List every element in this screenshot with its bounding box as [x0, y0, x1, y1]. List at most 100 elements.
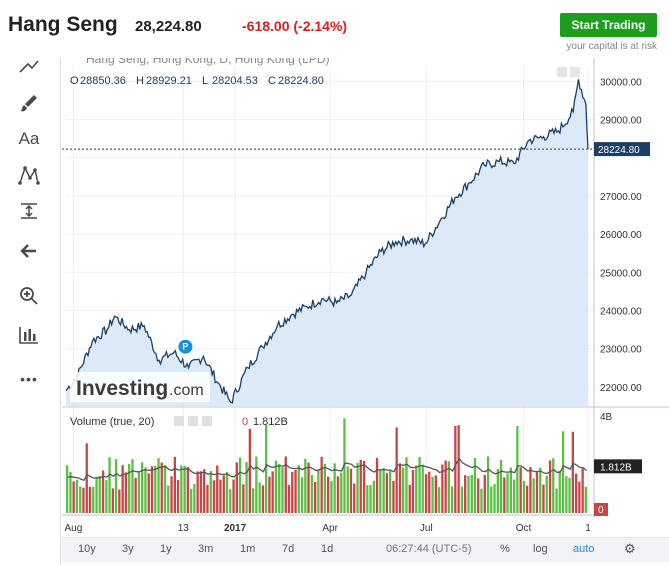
time-tick-label: Apr: [322, 523, 338, 534]
volume-bar: [183, 465, 186, 513]
volume-bar: [483, 474, 486, 513]
volume-bar: [516, 426, 519, 513]
volume-bar: [513, 479, 516, 513]
range-3y[interactable]: 3y: [122, 543, 134, 555]
volume-bar: [460, 486, 464, 513]
volume-bar: [565, 476, 568, 513]
volume-zero-marker: 0: [594, 503, 608, 516]
close-icon[interactable]: [202, 416, 212, 426]
volume-bar: [346, 466, 349, 513]
ohlc-value: 28929.21: [146, 75, 192, 87]
volume-bar: [539, 467, 542, 513]
volume-bar: [434, 475, 437, 513]
volume-bar: [389, 471, 392, 513]
text-icon[interactable]: Aa: [18, 129, 40, 148]
volume-bar: [238, 457, 242, 513]
range-3m[interactable]: 3m: [198, 543, 214, 555]
price-tick-label: 25000.00: [600, 268, 642, 279]
series-controls[interactable]: [557, 67, 580, 77]
volume-bar: [421, 464, 424, 513]
volume-bar: [480, 488, 483, 513]
back-arrow-icon[interactable]: [14, 236, 44, 266]
volume-bar: [75, 479, 79, 513]
volume-bar: [310, 475, 313, 513]
volume-legend: Volume (true, 20) 0 1.812B: [70, 416, 288, 428]
range-10y[interactable]: 10y: [78, 543, 96, 555]
volume-bar: [402, 467, 405, 513]
event-marker[interactable]: P: [178, 339, 193, 354]
watermark-brand: Investing: [76, 377, 168, 400]
volume-bar: [170, 476, 173, 513]
volume-bar: [336, 476, 340, 513]
ohlc-key: H: [136, 75, 144, 87]
indicator-icon[interactable]: [14, 320, 44, 350]
volume-bar: [428, 471, 431, 513]
pattern-icon[interactable]: [14, 160, 44, 190]
volume-bar: [385, 473, 388, 513]
volume-bar: [255, 456, 258, 513]
volume-bar: [526, 485, 529, 513]
volume-bar: [496, 468, 499, 513]
volume-bar: [235, 462, 238, 513]
gear-icon[interactable]: [188, 416, 198, 426]
volume-bar: [190, 488, 193, 513]
volume-bar: [349, 468, 353, 513]
volume-bar: [506, 473, 509, 513]
volume-bar: [261, 485, 265, 513]
volume-bar: [522, 481, 526, 513]
move-up-icon[interactable]: [557, 67, 567, 77]
volume-bar: [225, 472, 229, 513]
zoom-icon[interactable]: [14, 281, 44, 311]
volume-bar: [105, 480, 108, 513]
brush-icon[interactable]: [14, 88, 44, 118]
volume-bar: [499, 460, 503, 513]
volume-bar: [124, 472, 127, 513]
volume-bar: [85, 443, 88, 513]
auto-toggle[interactable]: auto: [573, 543, 595, 555]
measure-icon[interactable]: [14, 196, 44, 226]
volume-bar: [284, 456, 287, 513]
watermark: Investing .com: [70, 372, 210, 402]
volume-bar: [111, 488, 114, 513]
range-7d[interactable]: 7d: [282, 543, 295, 555]
volume-bar: [555, 488, 558, 513]
lines-icon[interactable]: [14, 52, 44, 82]
time-axis: Aug 13 2017 Apr Jul Oct 1: [64, 523, 591, 534]
log-toggle[interactable]: log: [533, 543, 548, 555]
move-down-icon[interactable]: [570, 67, 580, 77]
price-line: [65, 79, 589, 404]
volume-bar: [150, 466, 154, 513]
volume-bar: [101, 470, 105, 513]
volume-bar: [304, 458, 307, 513]
ohlc-value: 28204.53: [212, 75, 258, 87]
volume-bar: [395, 427, 398, 513]
percent-toggle[interactable]: %: [500, 543, 510, 555]
volume-bar: [503, 477, 506, 513]
chart-container[interactable]: Hang Seng, Hong Kong, D, Hong Kong (LPD)…: [62, 52, 669, 565]
volume-bar: [392, 480, 395, 513]
settings-gear-icon[interactable]: ⚙: [624, 541, 636, 556]
volume-prefix: 0: [242, 416, 248, 428]
volume-bar: [519, 467, 522, 513]
range-1y[interactable]: 1y: [160, 543, 172, 555]
volume-bar: [382, 468, 385, 513]
start-trading-button[interactable]: Start Trading: [560, 13, 657, 37]
volume-axis-top: 4B: [600, 412, 613, 423]
volume-bar: [245, 461, 248, 513]
volume-bar: [72, 481, 75, 513]
volume-bar: [366, 485, 369, 513]
volume-bar: [186, 467, 189, 513]
ohlc-key: O: [70, 75, 79, 87]
volume-bar: [467, 475, 470, 513]
volume-bar: [134, 477, 137, 513]
chart-svg[interactable]: Hang Seng, Hong Kong, D, Hong Kong (LPD)…: [62, 52, 669, 537]
range-1m[interactable]: 1m: [240, 543, 256, 555]
settings-icon[interactable]: [174, 416, 184, 426]
price-tick-label: 29000.00: [600, 115, 642, 126]
volume-bar: [147, 473, 150, 513]
volume-bar: [278, 463, 281, 513]
ohlc-value: 28850.36: [80, 75, 126, 87]
range-1d[interactable]: 1d: [321, 543, 334, 555]
more-icon[interactable]: •••: [20, 371, 38, 387]
volume-bar: [98, 475, 101, 513]
